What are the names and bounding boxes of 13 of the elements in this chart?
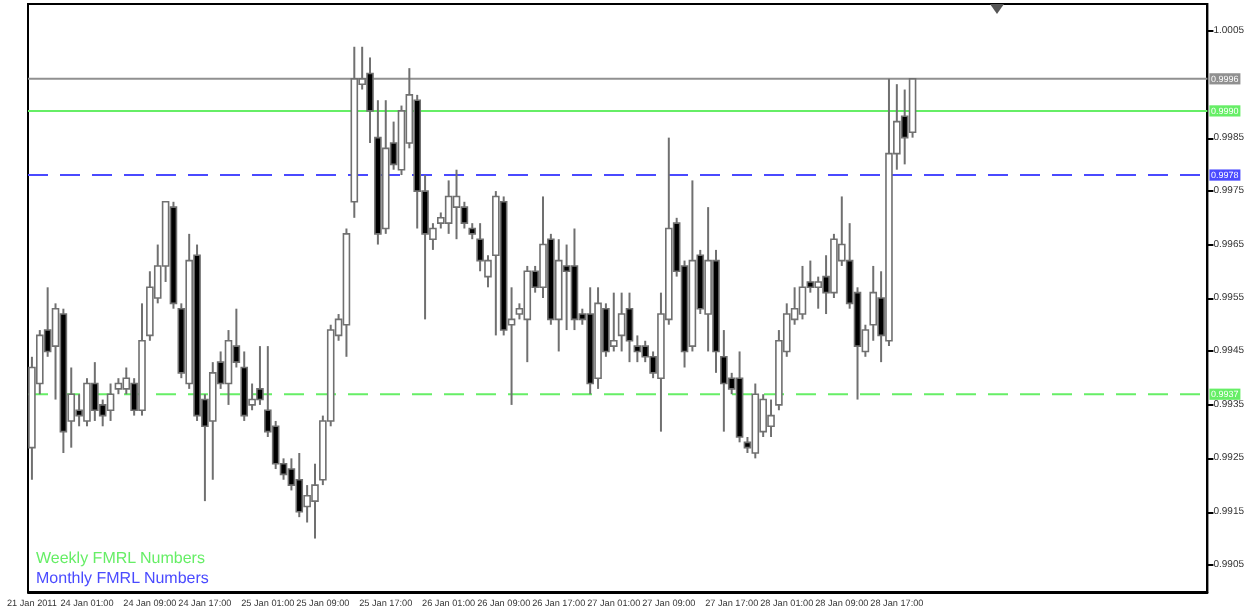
candlestick: [562, 243, 571, 332]
candlestick: [625, 291, 634, 364]
annotation: Weekly FMRL Numbers: [36, 549, 205, 567]
candlestick: [452, 168, 461, 241]
candlestick: [444, 179, 453, 235]
candlestick: [609, 291, 618, 353]
candlestick: [617, 291, 626, 353]
candlestick: [814, 275, 823, 310]
candlestick: [91, 361, 99, 422]
annotation: Monthly FMRL Numbers: [36, 569, 209, 587]
candlestick: [295, 452, 304, 519]
candlestick: [798, 264, 807, 321]
candlestick: [106, 382, 115, 422]
